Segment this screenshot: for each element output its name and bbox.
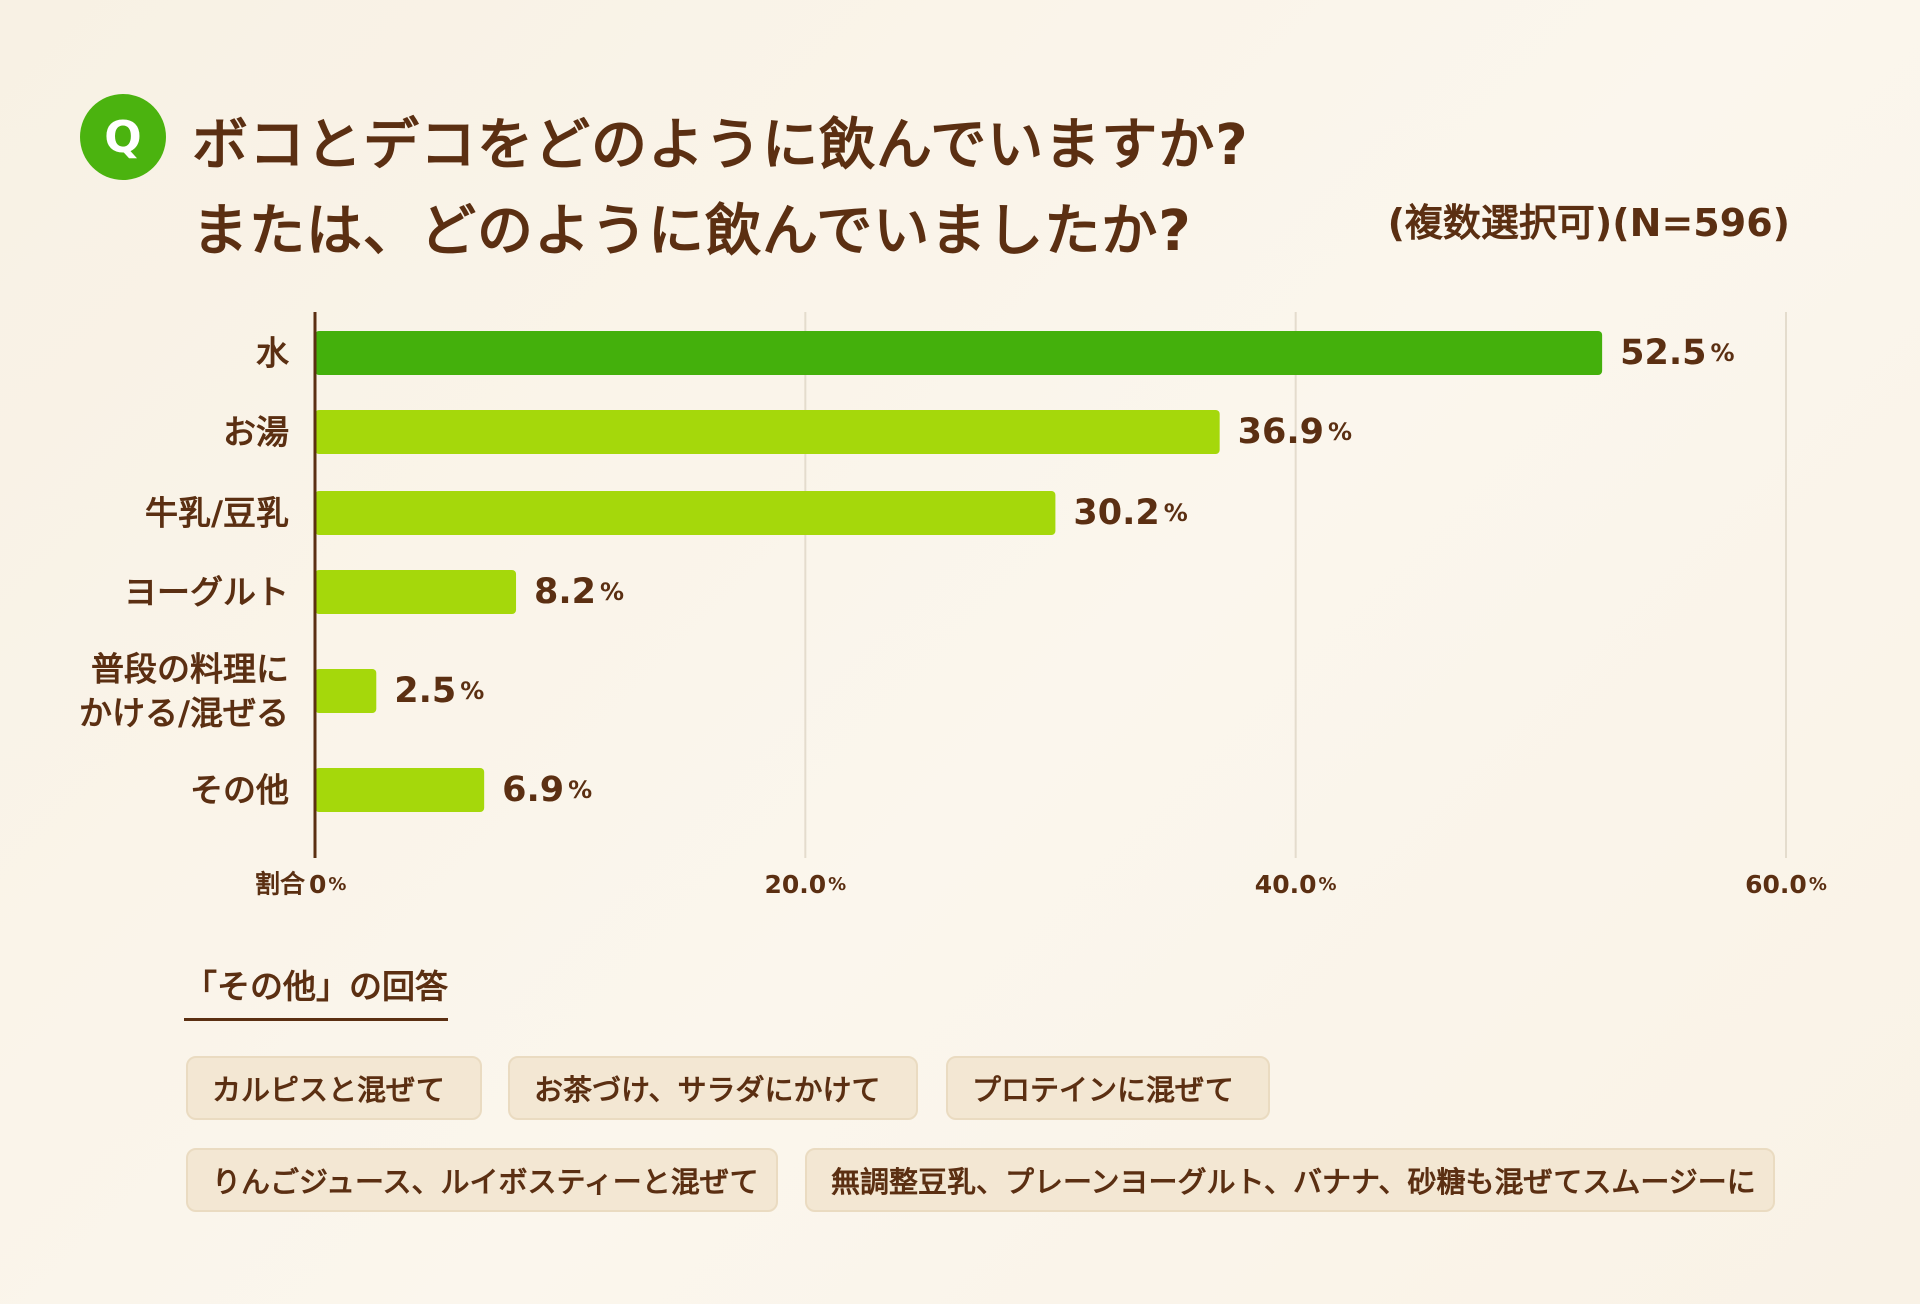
value-label: 36.9% — [1238, 412, 1352, 452]
grid-lines — [804, 312, 1787, 858]
sample-note: (複数選択可)(N=596) — [1387, 201, 1790, 245]
other-answers-heading: 「その他」の回答 — [184, 960, 448, 1021]
question-badge: Q — [80, 94, 166, 180]
value-label: 30.2% — [1073, 493, 1187, 533]
tick-label: 40.0% — [1255, 870, 1337, 899]
other-answer-pill: りんごジュース、ルイボスティーと混ぜて — [186, 1148, 778, 1212]
other-answer-pill: お茶づけ、サラダにかけて — [508, 1056, 918, 1120]
axis-label: 割合 — [255, 870, 306, 899]
category-label: かける/混ぜる — [79, 694, 289, 733]
question-title-line-1: ボコとデコをどのように飲んでいますか? — [192, 113, 1249, 178]
category-label: お湯 — [223, 413, 289, 452]
bar — [315, 410, 1220, 454]
bar — [315, 669, 377, 713]
value-label: 52.5% — [1620, 333, 1734, 373]
category-label: ヨーグルト — [124, 573, 289, 612]
value-label: 8.2% — [534, 572, 624, 612]
tick-label: 20.0% — [764, 870, 846, 899]
value-label: 6.9% — [502, 770, 592, 810]
bar — [315, 491, 1056, 535]
bar — [315, 570, 517, 614]
other-answer-pill: カルピスと混ぜて — [186, 1056, 482, 1120]
bar — [315, 331, 1603, 375]
bars — [315, 331, 1603, 812]
other-answer-pill: 無調整豆乳、プレーンヨーグルト、バナナ、砂糖も混ぜてスムージーに — [805, 1148, 1775, 1212]
question-title-line-2: または、どのように飲んでいましたか? — [192, 199, 1192, 264]
category-label: その他 — [190, 771, 289, 810]
category-label: 牛乳/豆乳 — [145, 494, 289, 533]
tick-label: 60.0% — [1745, 870, 1827, 899]
value-labels: 52.5 % 36.9 % 30.2 % 8.2 % 2.5 % 6.9% — [394, 333, 1734, 810]
tick-label: 0% — [309, 870, 346, 899]
category-label: 水 — [256, 334, 290, 373]
other-answer-pill: プロテインに混ぜて — [946, 1056, 1270, 1120]
bar — [315, 768, 485, 812]
value-label: 2.5% — [394, 671, 484, 711]
x-axis-ticks: 0% 20.0% 40.0% 60.0 % 割合 — [255, 870, 1827, 899]
category-label: 普段の料理に — [91, 650, 289, 689]
